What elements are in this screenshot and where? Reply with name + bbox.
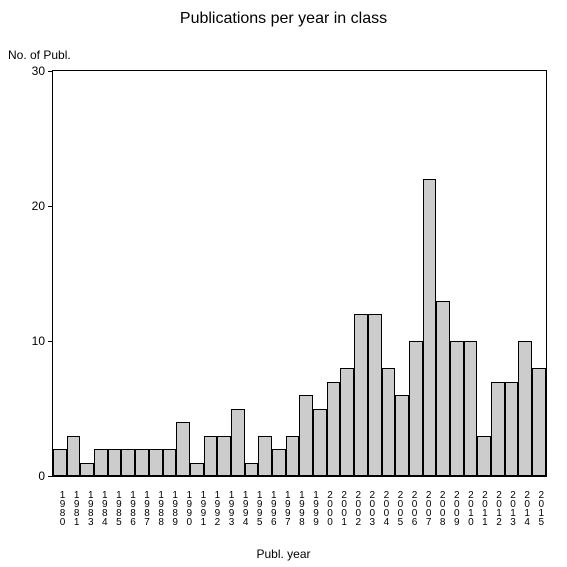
x-tick-label: 1985 <box>109 480 123 536</box>
x-tick-label: 2006 <box>405 480 419 536</box>
bar <box>53 449 67 476</box>
y-axis-label: No. of Publ. <box>8 48 71 62</box>
x-tick-label: 1987 <box>137 480 151 536</box>
x-tick-label: 1992 <box>208 480 222 536</box>
x-tick-label: 1996 <box>264 480 278 536</box>
bar <box>450 341 464 476</box>
bar <box>423 179 437 476</box>
bar <box>163 449 177 476</box>
y-tick-label: 0 <box>38 469 45 483</box>
bar <box>94 449 108 476</box>
bar <box>176 422 190 476</box>
x-tick-label: 1990 <box>180 480 194 536</box>
y-tick-label: 10 <box>32 334 45 348</box>
bar <box>108 449 122 476</box>
bar <box>382 368 396 476</box>
bar <box>204 436 218 477</box>
x-tick-label: 2000 <box>320 480 334 536</box>
bar <box>532 368 546 476</box>
x-tick-label: 2010 <box>461 480 475 536</box>
x-tick-label: 1981 <box>67 480 81 536</box>
bar <box>395 395 409 476</box>
bar <box>149 449 163 476</box>
x-tick-label: 1988 <box>152 480 166 536</box>
bars-container <box>53 71 546 476</box>
x-tick-label: 2001 <box>335 480 349 536</box>
x-tick-label: 1993 <box>222 480 236 536</box>
bar <box>518 341 532 476</box>
y-tick <box>48 476 53 477</box>
bar <box>354 314 368 476</box>
x-tick-label: 2015 <box>532 480 546 536</box>
x-tick-label: 1997 <box>278 480 292 536</box>
y-tick <box>48 71 53 72</box>
x-tick-label: 1994 <box>236 480 250 536</box>
x-tick-label: 1991 <box>194 480 208 536</box>
x-tick-label: 2007 <box>419 480 433 536</box>
x-tick-label: 1980 <box>53 480 67 536</box>
bar <box>245 463 259 477</box>
x-tick-label: 1984 <box>95 480 109 536</box>
x-tick-label: 1999 <box>306 480 320 536</box>
x-tick-label: 2009 <box>447 480 461 536</box>
x-labels-container: 1980198119831984198519861987198819891990… <box>53 480 546 536</box>
plot-area: 1980198119831984198519861987198819891990… <box>52 70 547 477</box>
bar <box>190 463 204 477</box>
bar <box>231 409 245 476</box>
bar <box>436 301 450 477</box>
bar <box>368 314 382 476</box>
bar <box>409 341 423 476</box>
bar <box>477 436 491 477</box>
x-tick-label: 1983 <box>81 480 95 536</box>
y-tick-label: 30 <box>32 64 45 78</box>
x-tick-label: 2003 <box>363 480 377 536</box>
x-tick-label: 2005 <box>391 480 405 536</box>
x-tick-label: 1989 <box>166 480 180 536</box>
x-tick-label: 2004 <box>377 480 391 536</box>
bar <box>327 382 341 477</box>
x-tick-label: 2013 <box>504 480 518 536</box>
bar <box>217 436 231 477</box>
chart-title: Publications per year in class <box>0 10 567 28</box>
bar <box>121 449 135 476</box>
x-tick-label: 2008 <box>433 480 447 536</box>
x-axis-label: Publ. year <box>0 547 567 561</box>
bar <box>340 368 354 476</box>
x-tick-label: 1998 <box>292 480 306 536</box>
bar <box>258 436 272 477</box>
bar <box>272 449 286 476</box>
bar <box>299 395 313 476</box>
x-tick-label: 2012 <box>489 480 503 536</box>
bar <box>80 463 94 477</box>
y-tick <box>48 341 53 342</box>
bar <box>286 436 300 477</box>
bar <box>491 382 505 477</box>
bar <box>67 436 81 477</box>
bar <box>505 382 519 477</box>
bar <box>135 449 149 476</box>
x-tick-label: 1986 <box>123 480 137 536</box>
chart-container: Publications per year in class No. of Pu… <box>0 0 567 567</box>
y-tick <box>48 206 53 207</box>
x-tick-label: 2011 <box>475 480 489 536</box>
bar <box>464 341 478 476</box>
x-tick-label: 2014 <box>518 480 532 536</box>
x-tick-label: 1995 <box>250 480 264 536</box>
x-tick-label: 2002 <box>349 480 363 536</box>
bar <box>313 409 327 476</box>
y-tick-label: 20 <box>32 199 45 213</box>
